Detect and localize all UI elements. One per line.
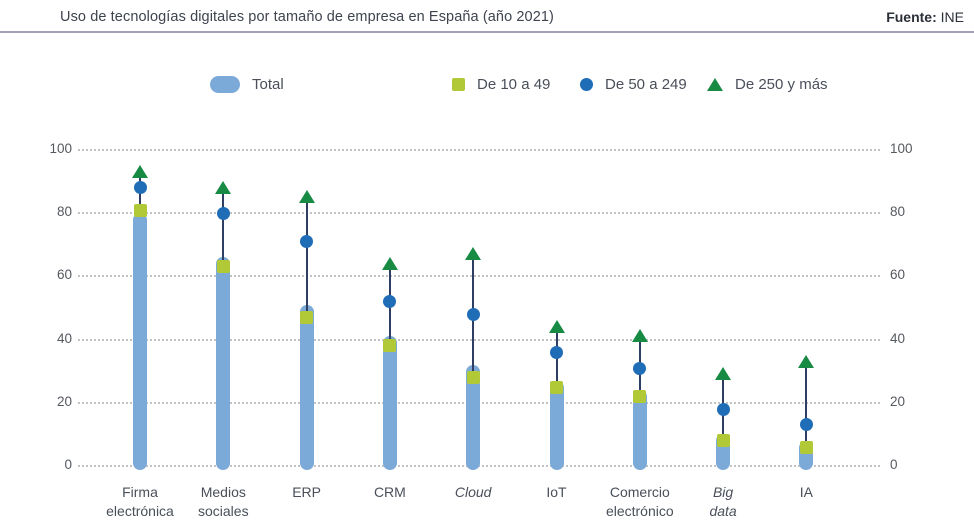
- marker-de-250-y-mas: [715, 367, 732, 381]
- gridline-40: [78, 338, 880, 341]
- marker-de-50-a-249: [466, 307, 480, 321]
- category-label: Comercio electrónico: [605, 484, 674, 519]
- y-axis-tick-left-40: 40: [56, 330, 72, 346]
- y-axis-tick-left-100: 100: [49, 141, 72, 156]
- source-label: Fuente:: [886, 9, 937, 25]
- marker-de-10-a-49: [716, 434, 730, 448]
- y-axis-tick-left-60: 60: [56, 267, 72, 283]
- marker-de-250-y-mas: [132, 165, 148, 179]
- legend-item-de-50-a-249[interactable]: De 50 a 249: [580, 72, 687, 96]
- gridline-100: [78, 149, 880, 151]
- y-axis-tick-right-80: 80: [890, 204, 906, 220]
- category-label: Cloud: [454, 484, 492, 500]
- marker-de-10-a-49: [799, 440, 813, 454]
- gridline-60: [78, 275, 880, 278]
- marker-de-250-y-mas: [381, 256, 398, 270]
- header-divider: [0, 31, 974, 33]
- y-axis-tick-right-0: 0: [890, 457, 898, 472]
- y-axis-tick-right-60: 60: [890, 267, 906, 283]
- range-line: [222, 187, 225, 267]
- triangle-marker-icon: [707, 77, 723, 91]
- y-axis-tick-right-40: 40: [890, 330, 906, 346]
- marker-de-10-a-49: [550, 380, 563, 394]
- legend-item-total[interactable]: Total: [210, 72, 284, 96]
- marker-de-10-a-49: [133, 203, 147, 217]
- legend-label-de-10-a-49: De 10 a 49: [477, 75, 551, 93]
- marker-de-50-a-249: [550, 345, 563, 359]
- marker-de-50-a-249: [133, 181, 147, 195]
- marker-de-250-y-mas: [215, 180, 232, 194]
- marker-de-250-y-mas: [465, 247, 482, 261]
- legend-label-de-250-y-mas: De 250 y más: [735, 75, 828, 93]
- total-pill-icon: [210, 75, 240, 93]
- y-axis-tick-left-20: 20: [56, 393, 72, 409]
- marker-de-250-y-mas: [298, 190, 315, 204]
- marker-de-10-a-49: [383, 339, 397, 353]
- category-label: Firma electrónica: [106, 484, 174, 519]
- category-label: ERP: [292, 484, 321, 500]
- marker-de-250-y-mas: [798, 354, 815, 368]
- chart-title: Uso de tecnologías digitales por tamaño …: [60, 9, 554, 25]
- marker-de-50-a-249: [799, 418, 813, 432]
- bar-total: [382, 336, 397, 470]
- category-label: Big data: [709, 484, 737, 519]
- marker-de-250-y-mas: [631, 329, 648, 343]
- legend-item-de-10-a-49[interactable]: De 10 a 49: [452, 72, 550, 96]
- circle-marker-icon: [580, 77, 593, 91]
- bar-total: [549, 380, 564, 470]
- bar-total: [133, 213, 147, 470]
- y-axis-tick-right-100: 100: [890, 141, 913, 156]
- bar-total: [299, 304, 314, 470]
- marker-de-10-a-49: [633, 389, 647, 403]
- category-label: IoT: [546, 484, 567, 500]
- marker-de-50-a-249: [300, 235, 314, 249]
- category-label: IA: [799, 484, 813, 500]
- marker-de-10-a-49: [300, 310, 314, 324]
- legend-label-de-50-a-249: De 50 a 249: [605, 75, 687, 93]
- square-marker-icon: [452, 77, 465, 91]
- y-axis-tick-right-20: 20: [890, 393, 906, 409]
- legend-label-total: Total: [252, 75, 284, 93]
- legend-item-de-250-y-mas[interactable]: De 250 y más: [707, 72, 828, 96]
- gridline-80: [78, 212, 880, 215]
- bar-total: [466, 364, 481, 470]
- marker-de-50-a-249: [216, 206, 230, 220]
- bar-total: [216, 257, 231, 470]
- y-axis-tick-left-0: 0: [64, 457, 72, 472]
- marker-de-50-a-249: [716, 402, 730, 416]
- marker-de-250-y-mas: [548, 319, 565, 333]
- bar-total: [632, 390, 647, 470]
- marker-de-50-a-249: [383, 295, 397, 309]
- marker-de-10-a-49: [466, 371, 480, 385]
- category-label: CRM: [373, 484, 406, 500]
- source-value: INE: [940, 9, 964, 25]
- source-note: Fuente: INE: [886, 9, 964, 25]
- marker-de-10-a-49: [216, 260, 230, 274]
- category-label: Medios sociales: [198, 484, 249, 519]
- y-axis-tick-left-80: 80: [56, 204, 72, 220]
- marker-de-50-a-249: [633, 361, 647, 375]
- range-line: [805, 361, 808, 448]
- range-line: [305, 197, 308, 318]
